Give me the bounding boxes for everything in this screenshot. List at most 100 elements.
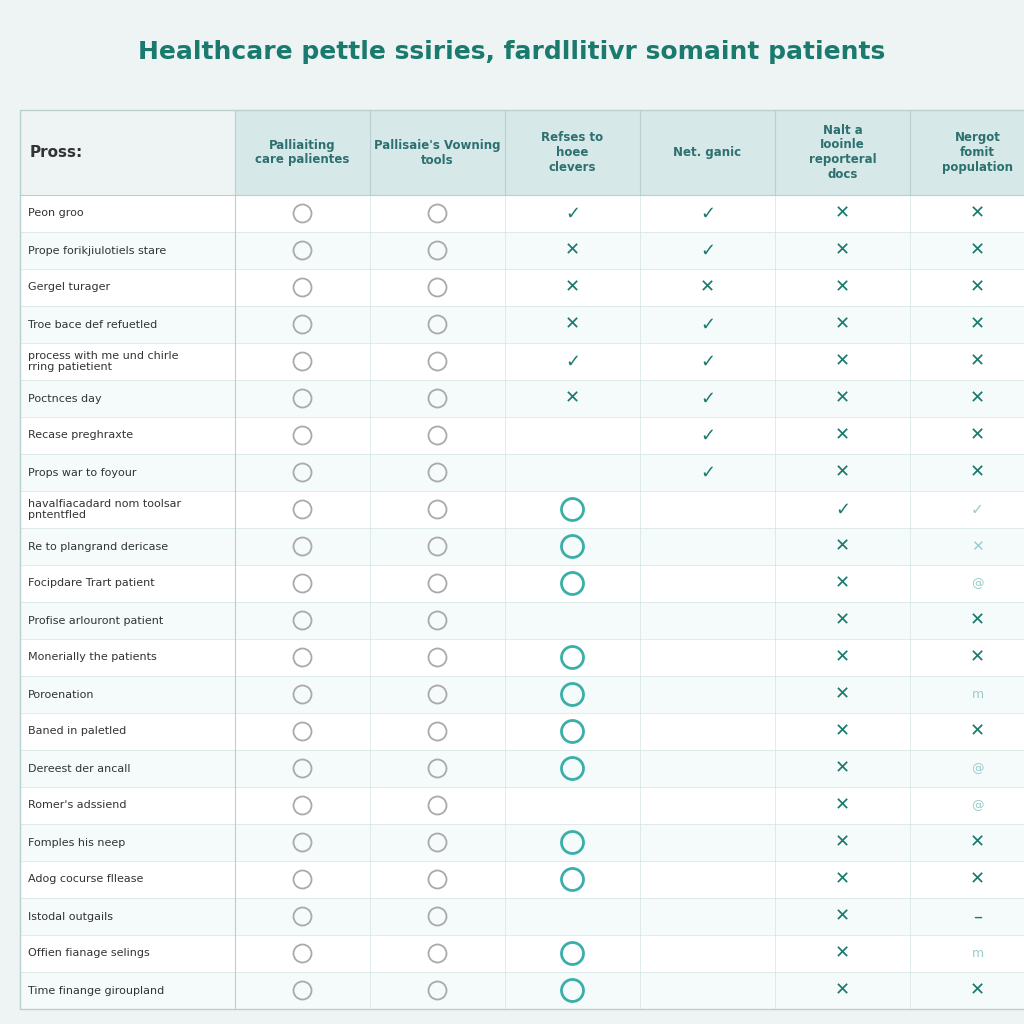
Bar (20, 195, 1024, 232)
Text: m: m (972, 947, 984, 961)
Text: ✕: ✕ (835, 760, 850, 777)
Text: ✕: ✕ (565, 389, 580, 408)
Text: Profise arlouront patient: Profise arlouront patient (28, 615, 163, 626)
Text: Baned in paletled: Baned in paletled (28, 726, 126, 736)
Text: ✕: ✕ (835, 907, 850, 926)
Bar (20, 787, 1024, 824)
Text: Focipdare Trart patient: Focipdare Trart patient (28, 579, 155, 589)
Bar (20, 602, 1024, 639)
Text: ✓: ✓ (700, 389, 715, 408)
Text: ✕: ✕ (835, 611, 850, 630)
Text: Re to plangrand dericase: Re to plangrand dericase (28, 542, 168, 552)
Text: Adog cocurse fllease: Adog cocurse fllease (28, 874, 143, 885)
Bar (20, 972, 1024, 1009)
Text: Poctnces day: Poctnces day (28, 393, 101, 403)
Bar (20, 935, 1024, 972)
Text: ✕: ✕ (700, 279, 715, 297)
Text: Gergel turager: Gergel turager (28, 283, 111, 293)
Text: Romer's adssiend: Romer's adssiend (28, 801, 127, 811)
Bar (20, 306, 1024, 343)
Text: Net. ganic: Net. ganic (674, 146, 741, 159)
Text: Dereest der ancall: Dereest der ancall (28, 764, 130, 773)
Text: ✓: ✓ (700, 205, 715, 222)
Text: Istodal outgails: Istodal outgails (28, 911, 113, 922)
Bar (20, 898, 1024, 935)
Bar (20, 676, 1024, 713)
Text: Prope forikjiulotiels stare: Prope forikjiulotiels stare (28, 246, 166, 256)
Bar (20, 565, 1024, 602)
Bar (20, 380, 1024, 417)
Text: ✕: ✕ (835, 427, 850, 444)
Text: ✕: ✕ (970, 205, 985, 222)
Text: ✕: ✕ (835, 685, 850, 703)
Text: ✕: ✕ (835, 279, 850, 297)
Text: Healthcare pettle ssiries, fardllitivr somaint patients: Healthcare pettle ssiries, fardllitivr s… (138, 40, 886, 63)
Text: ✕: ✕ (835, 648, 850, 667)
Text: Refses to
hoee
clevers: Refses to hoee clevers (542, 131, 603, 174)
Text: ✕: ✕ (835, 389, 850, 408)
Text: ✕: ✕ (565, 315, 580, 334)
Bar (234, 110, 1024, 195)
Text: ✓: ✓ (700, 464, 715, 481)
Text: ✓: ✓ (700, 242, 715, 259)
Text: ✓: ✓ (565, 205, 580, 222)
Text: Palliaiting
care palientes: Palliaiting care palientes (255, 138, 349, 167)
Text: Poroenation: Poroenation (28, 689, 94, 699)
Text: Nergot
fomit
population: Nergot fomit population (942, 131, 1013, 174)
Text: ✕: ✕ (971, 539, 984, 554)
Bar (20, 639, 1024, 676)
Text: ✕: ✕ (565, 279, 580, 297)
Bar (20, 528, 1024, 565)
Text: ✕: ✕ (970, 611, 985, 630)
Bar (20, 232, 1024, 269)
Text: Fomples his neep: Fomples his neep (28, 838, 125, 848)
Text: Peon groo: Peon groo (28, 209, 84, 218)
Text: ✕: ✕ (970, 242, 985, 259)
Text: ✕: ✕ (970, 279, 985, 297)
Text: ✕: ✕ (835, 205, 850, 222)
Text: ✕: ✕ (835, 944, 850, 963)
Bar (20, 861, 1024, 898)
Text: m: m (972, 688, 984, 701)
Text: ✕: ✕ (835, 464, 850, 481)
Text: ✓: ✓ (700, 427, 715, 444)
Text: ✕: ✕ (970, 315, 985, 334)
Text: ✓: ✓ (971, 502, 984, 517)
Text: ✓: ✓ (565, 352, 580, 371)
Bar (20, 490, 1024, 528)
Text: Recase preghraxte: Recase preghraxte (28, 430, 133, 440)
Text: ✕: ✕ (835, 352, 850, 371)
Text: ✕: ✕ (970, 352, 985, 371)
Text: ✕: ✕ (835, 315, 850, 334)
Text: @: @ (971, 762, 984, 775)
Text: ✕: ✕ (970, 723, 985, 740)
Text: ✕: ✕ (835, 538, 850, 555)
Text: ✕: ✕ (970, 834, 985, 852)
Bar (20, 269, 1024, 306)
Text: ✕: ✕ (970, 389, 985, 408)
Text: ✓: ✓ (700, 315, 715, 334)
Bar (20, 343, 1024, 380)
Bar (20, 454, 1024, 490)
Text: Troe bace def refuetled: Troe bace def refuetled (28, 319, 158, 330)
Text: @: @ (971, 577, 984, 590)
Text: ✕: ✕ (970, 981, 985, 999)
Text: Time finange giroupland: Time finange giroupland (28, 985, 164, 995)
Text: ✕: ✕ (835, 242, 850, 259)
Text: –: – (973, 907, 982, 926)
Text: ✕: ✕ (835, 797, 850, 814)
Text: havalfiacadard nom toolsar
pntentfled: havalfiacadard nom toolsar pntentfled (28, 499, 181, 520)
Bar (20, 110, 1024, 1009)
Text: Nalt a
Iooinle
reporteral
docs: Nalt a Iooinle reporteral docs (809, 124, 877, 181)
Text: Pross:: Pross: (30, 145, 83, 160)
Text: ✕: ✕ (970, 427, 985, 444)
Text: Monerially the patients: Monerially the patients (28, 652, 157, 663)
Text: ✕: ✕ (835, 981, 850, 999)
Text: Props war to foyour: Props war to foyour (28, 468, 136, 477)
Text: ✓: ✓ (700, 352, 715, 371)
Bar (20, 824, 1024, 861)
Bar (20, 750, 1024, 787)
Text: ✓: ✓ (835, 501, 850, 518)
Bar (20, 417, 1024, 454)
Text: Pallisaie's Vowning
tools: Pallisaie's Vowning tools (374, 138, 501, 167)
